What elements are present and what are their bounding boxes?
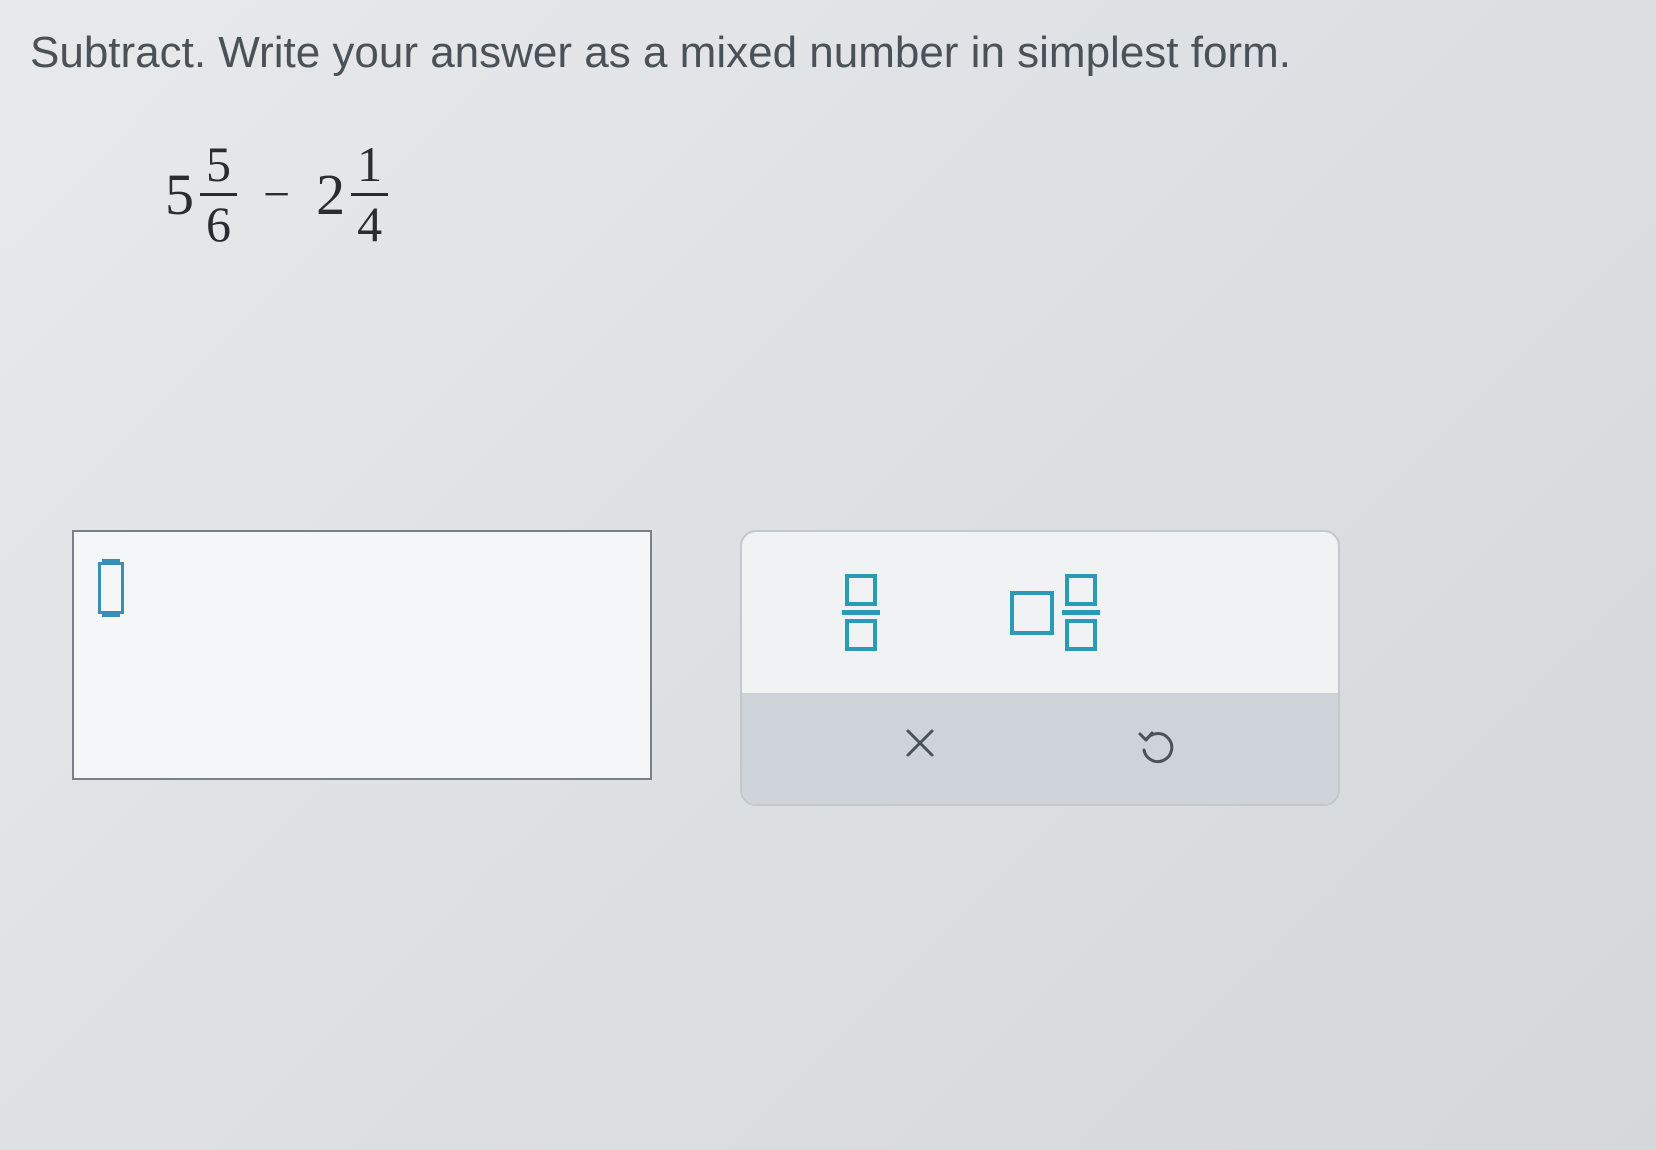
mixed-fraction-icon [1062, 574, 1100, 651]
undo-icon [1136, 724, 1180, 768]
math-tool-panel [740, 530, 1340, 806]
fraction-denominator-box-icon [845, 619, 877, 651]
operand-2-whole: 2 [316, 161, 345, 228]
input-cursor [98, 559, 124, 617]
operand-1-denominator: 6 [200, 196, 237, 251]
operand-1: 5 5 6 [165, 138, 237, 250]
operand-2: 2 1 4 [316, 138, 388, 250]
clear-button[interactable] [900, 723, 940, 774]
mixed-number-template-button[interactable] [1010, 574, 1100, 651]
undo-button[interactable] [1136, 724, 1180, 773]
operand-1-whole: 5 [165, 161, 194, 228]
mixed-whole-box-icon [1010, 591, 1054, 635]
operand-2-fraction: 1 4 [351, 138, 388, 250]
operand-1-numerator: 5 [200, 138, 237, 193]
tool-row-actions [742, 693, 1338, 804]
operator: − [255, 167, 298, 222]
instruction-text: Subtract. Write your answer as a mixed n… [30, 28, 1291, 78]
x-icon [900, 723, 940, 763]
operand-2-denominator: 4 [351, 196, 388, 251]
tool-row-templates [742, 532, 1338, 693]
answer-input[interactable] [72, 530, 652, 780]
math-expression: 5 5 6 − 2 1 4 [165, 138, 388, 250]
operand-2-numerator: 1 [351, 138, 388, 193]
operand-1-fraction: 5 6 [200, 138, 237, 250]
fraction-template-button[interactable] [842, 574, 880, 651]
fraction-bar-icon [842, 610, 880, 615]
fraction-numerator-box-icon [845, 574, 877, 606]
